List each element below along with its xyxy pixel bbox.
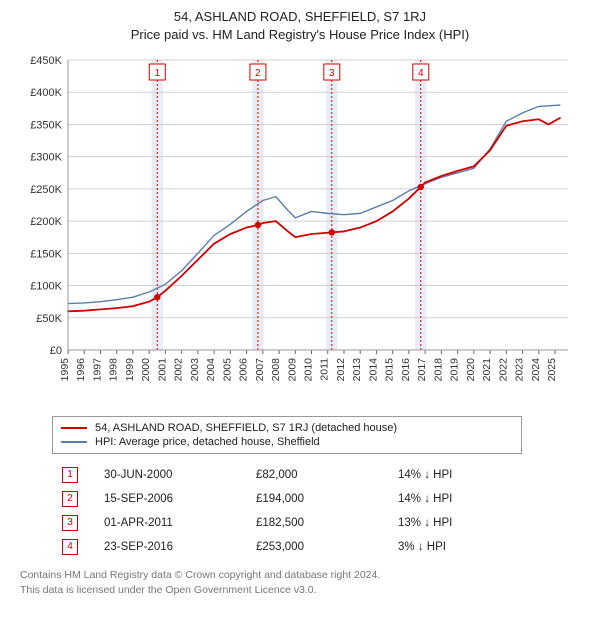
sales-row: 4 23-SEP-2016£253,0003% ↓ HPI [54,536,520,558]
sales-row: 3 01-APR-2011£182,50013% ↓ HPI [54,512,520,534]
x-tick-label: 2005 [221,358,233,382]
x-tick-label: 1998 [108,358,120,382]
sale-diff: 3% ↓ HPI [390,536,520,558]
y-tick-label: £50K [36,313,62,325]
title-line1: 54, ASHLAND ROAD, SHEFFIELD, S7 1RJ [16,8,584,26]
x-tick-label: 1996 [75,358,87,382]
chart-svg: £0 £50K £100K £150K £200K £250K £300K £350K £400… [20,50,580,410]
sale-price: £82,000 [248,464,388,486]
x-tick-label: 2024 [530,358,542,382]
sale-diff: 13% ↓ HPI [390,512,520,534]
sales-row: 1 30-JUN-2000£82,00014% ↓ HPI [54,464,520,486]
sale-dot [255,222,261,228]
x-tick-label: 2019 [449,358,461,382]
x-tick-label: 2021 [481,358,493,382]
x-tick-label: 2007 [254,358,266,382]
sale-num-box: 1 [62,467,78,483]
title-line2: Price paid vs. HM Land Registry's House … [16,26,584,44]
marker-num: 1 [155,68,161,79]
sale-num-box: 4 [62,539,78,555]
sale-price: £253,000 [248,536,388,558]
x-tick-label: 2000 [140,358,152,382]
x-tick-label: 2002 [173,358,185,382]
legend-label: 54, ASHLAND ROAD, SHEFFIELD, S7 1RJ (det… [95,422,397,434]
y-tick-label: £350K [30,120,62,132]
sales-table: 1 30-JUN-2000£82,00014% ↓ HPI 2 15-SEP-2006… [52,462,522,560]
x-tick-label: 1997 [91,358,103,382]
sale-diff: 14% ↓ HPI [390,488,520,510]
x-tick-label: 2008 [270,358,282,382]
sale-date: 01-APR-2011 [96,512,246,534]
legend-label: HPI: Average price, detached house, Shef… [95,436,320,448]
sales-row: 2 15-SEP-2006£194,00014% ↓ HPI [54,488,520,510]
sale-dot [329,230,335,236]
marker-num: 2 [255,68,261,79]
y-tick-label: £0 [50,345,62,357]
legend-item: HPI: Average price, detached house, Shef… [61,435,513,449]
y-tick-label: £100K [30,281,62,293]
legend-swatch [61,441,87,443]
sale-diff: 14% ↓ HPI [390,464,520,486]
chart: £0 £50K £100K £150K £200K £250K £300K £350K £400… [20,50,580,410]
x-tick-label: 2018 [432,358,444,382]
legend: 54, ASHLAND ROAD, SHEFFIELD, S7 1RJ (det… [52,416,522,454]
sale-num-box: 2 [62,491,78,507]
sale-date: 23-SEP-2016 [96,536,246,558]
x-tick-label: 2011 [319,358,331,381]
sale-dot [154,294,160,300]
sale-price: £182,500 [248,512,388,534]
series-price_paid [68,118,560,311]
sale-date: 30-JUN-2000 [96,464,246,486]
legend-swatch [61,427,87,429]
sale-num-box: 3 [62,515,78,531]
sale-date: 15-SEP-2006 [96,488,246,510]
x-tick-label: 1995 [59,358,71,382]
sale-dot [418,184,424,190]
y-tick-label: £150K [30,249,62,261]
y-tick-label: £250K [30,184,62,196]
x-tick-label: 2004 [205,358,217,382]
x-tick-label: 2006 [238,358,250,382]
footer-line1: Contains HM Land Registry data © Crown c… [20,568,584,582]
footer-line2: This data is licensed under the Open Gov… [20,583,584,597]
x-tick-label: 2013 [351,358,363,382]
sale-price: £194,000 [248,488,388,510]
y-tick-label: £300K [30,152,62,164]
marker-num: 4 [418,68,424,79]
footer: Contains HM Land Registry data © Crown c… [20,568,584,596]
x-tick-label: 2022 [497,358,509,382]
x-tick-label: 2023 [514,358,526,382]
x-tick-label: 2016 [400,358,412,382]
x-tick-label: 2025 [546,358,558,382]
x-tick-label: 2010 [303,358,315,382]
chart-container: 54, ASHLAND ROAD, SHEFFIELD, S7 1RJ Pric… [0,0,600,609]
x-tick-label: 2003 [189,358,201,382]
series-hpi [68,105,560,303]
x-tick-label: 2009 [286,358,298,382]
x-tick-label: 2020 [465,358,477,382]
y-tick-label: £400K [30,88,62,100]
y-tick-label: £450K [30,55,62,67]
y-tick-label: £200K [30,216,62,228]
title-block: 54, ASHLAND ROAD, SHEFFIELD, S7 1RJ Pric… [16,8,584,44]
x-tick-label: 2012 [335,358,347,382]
legend-item: 54, ASHLAND ROAD, SHEFFIELD, S7 1RJ (det… [61,421,513,435]
x-tick-label: 2017 [416,358,428,382]
x-tick-label: 2015 [384,358,396,382]
x-tick-label: 2014 [367,358,379,382]
marker-num: 3 [329,68,335,79]
x-tick-label: 2001 [156,358,168,382]
x-tick-label: 1999 [124,358,136,382]
